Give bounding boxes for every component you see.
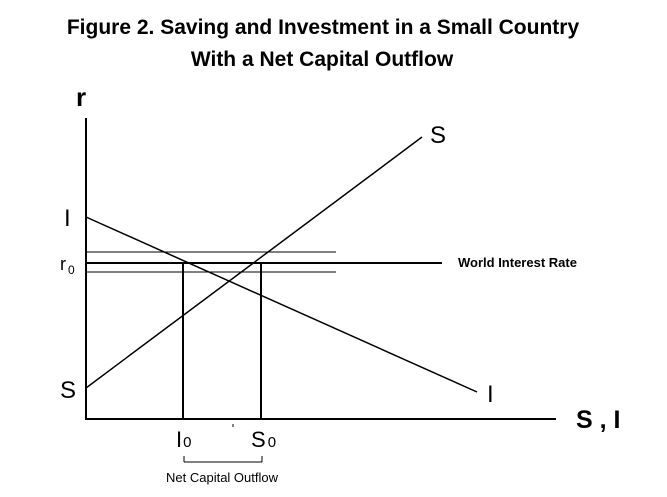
- s0-sub: 0: [268, 434, 276, 451]
- saving-curve-bottom-label: S: [60, 377, 76, 404]
- i0-sub: 0: [183, 434, 191, 451]
- r0-main: r: [60, 254, 66, 274]
- investment-curve: [85, 216, 478, 393]
- y-axis-label: r: [76, 82, 86, 112]
- i0-main: I: [176, 427, 182, 452]
- saving-curve-top-label: S: [430, 122, 446, 149]
- investment-curve-bottom-label: I: [487, 381, 494, 408]
- net-capital-outflow-label: Net Capital Outflow: [166, 470, 279, 485]
- figure-title-line2: With a Net Capital Outflow: [191, 48, 454, 71]
- investment-curve-top-label: I: [64, 205, 71, 232]
- i0-label: I0: [176, 427, 191, 452]
- x-axis-label: S , I: [576, 406, 620, 434]
- s0-main: S: [251, 427, 266, 452]
- world-interest-rate-label: World Interest Rate: [458, 255, 577, 270]
- figure-title-line1: Figure 2. Saving and Investment in a Sma…: [67, 16, 580, 39]
- r0-sub: 0: [68, 263, 75, 277]
